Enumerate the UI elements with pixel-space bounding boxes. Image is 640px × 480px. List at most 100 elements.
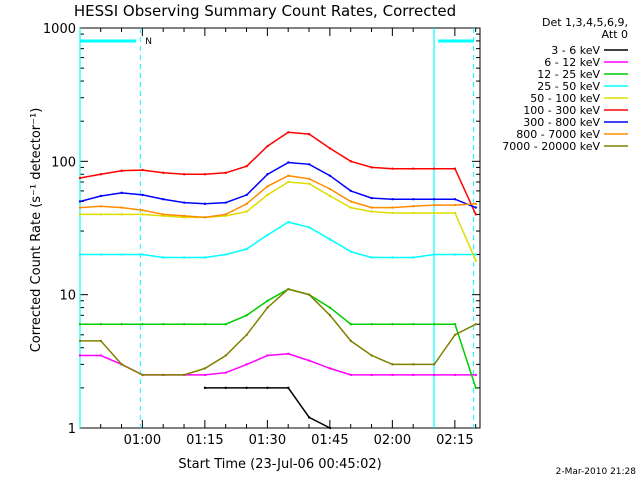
data-point [245,314,248,317]
data-point [203,256,207,259]
data-point [307,359,311,362]
data-point [328,367,332,370]
data-point [391,167,394,170]
data-point [412,211,415,215]
data-point [370,166,373,169]
data-point [287,352,290,356]
data-point [349,339,353,343]
data-point [391,211,394,215]
data-point [391,197,394,201]
data-point [474,323,478,326]
x-tick-label: 02:00 [374,433,411,448]
data-point [412,205,415,208]
series-line-9 [80,288,477,376]
x-tick-label: 01:30 [249,433,286,448]
data-point [432,363,436,366]
data-point [162,373,165,377]
data-point [99,253,103,256]
x-axis-label: Start Time (23-Jul-06 00:45:02) [178,457,381,472]
data-point [120,253,123,256]
data-point [432,167,436,170]
data-point [453,197,457,201]
data-point [391,206,394,209]
data-point [78,213,82,216]
data-point [453,333,457,337]
data-point [412,256,415,259]
data-point [412,363,415,366]
data-point [412,167,415,170]
legend-label: 100 - 300 keV [523,104,600,117]
data-point [266,354,269,357]
data-point [432,323,436,326]
data-point [99,173,103,176]
annotation-label: N [145,37,152,47]
legend-label: 3 - 6 keV [551,44,600,57]
data-point [412,373,415,377]
data-point [349,160,353,163]
data-point [245,386,248,390]
data-point [162,323,165,326]
data-point [349,200,353,203]
data-point [141,168,144,172]
series-line-3 [80,288,477,389]
data-point [224,253,228,256]
data-point [307,182,311,185]
legend-header: Att 0 [602,28,628,41]
data-point [266,144,269,148]
data-point [370,256,373,259]
data-point [474,373,478,377]
data-point [224,323,228,326]
legend-label: 7000 - 20000 keV [502,140,600,153]
data-point [287,180,290,184]
data-point [412,323,415,326]
data-point [370,354,373,357]
y-tick-label: 1000 [43,22,76,37]
data-point [307,226,311,229]
data-point [120,191,123,195]
data-point [328,314,332,317]
data-point [349,250,353,253]
data-point [328,174,332,177]
data-point [182,256,186,259]
data-point [370,323,373,326]
data-point [120,323,123,326]
data-point [287,386,290,390]
data-point [328,187,332,191]
data-point [453,211,457,215]
data-point [203,323,207,326]
data-point [474,206,478,209]
data-point [78,176,82,180]
data-point [453,203,457,207]
data-point [287,131,290,134]
data-point [78,253,82,256]
data-point [370,210,373,213]
x-tick-label: 02:15 [436,433,473,448]
data-point [432,253,436,256]
legend-header: Det 1,3,4,5,6,9, [542,16,628,29]
data-point [287,287,290,291]
data-point [120,169,123,172]
data-point [266,185,269,188]
data-point [328,426,332,430]
chart-title: HESSI Observing Summary Count Rates, Cor… [74,2,456,20]
data-point [141,373,144,377]
data-point [99,213,103,216]
legend-label: 300 - 800 keV [523,116,600,129]
data-point [245,164,248,168]
data-point [245,202,248,206]
data-point [99,194,103,198]
data-point [432,203,436,207]
data-point [287,174,290,177]
data-point [224,371,228,374]
data-point [307,177,311,180]
data-point [328,147,332,150]
data-point [328,306,332,309]
data-point [307,163,311,166]
data-point [328,194,332,198]
legend-label: 800 - 7000 keV [516,128,600,141]
data-point [141,213,144,216]
legend-label: 12 - 25 keV [537,68,600,81]
data-point [141,253,144,256]
data-point [266,306,269,309]
